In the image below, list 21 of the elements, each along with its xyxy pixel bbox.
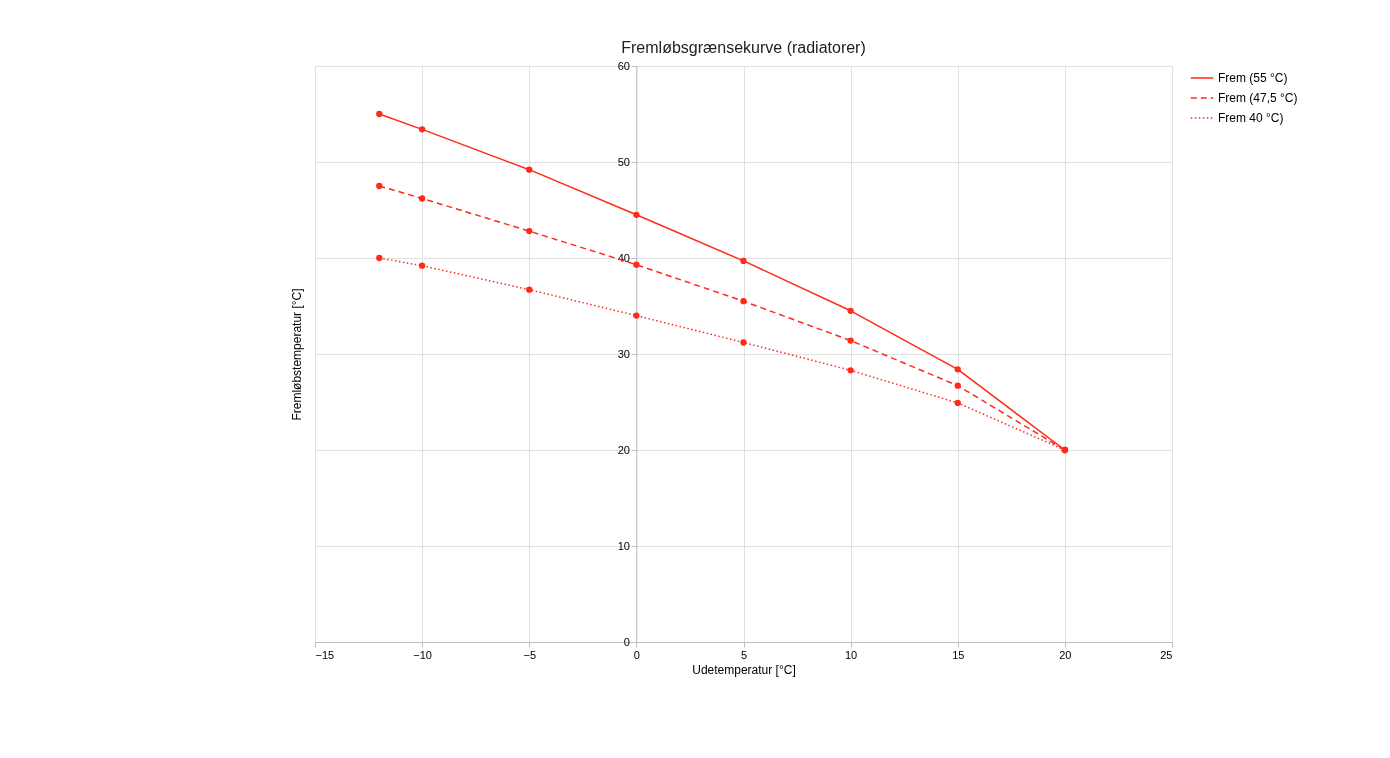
x-tick-label: 20 [1059,648,1072,661]
legend-label: Frem (47,5 °C) [1218,91,1298,105]
y-tick-label: 0 [623,635,630,648]
x-tick-label: −10 [413,648,432,661]
x-axis-title: Udetemperatur [°C] [692,662,796,677]
legend-label: Frem (55 °C) [1218,71,1288,85]
legend-label: Frem 40 °C) [1218,111,1284,125]
y-tick-label: 10 [617,539,630,552]
x-tick-label: −5 [523,648,537,661]
chart-title: Fremløbsgrænsekurve (radiatorer) [621,39,866,56]
x-tick-label: 10 [845,648,858,661]
y-tick-label: 30 [617,347,630,360]
x-tick-label: 25 [1160,648,1173,661]
x-tick-label: 15 [952,648,965,661]
y-tick-label: 60 [617,59,630,72]
x-tick-label: 0 [633,648,640,661]
y-tick-label: 50 [617,155,630,168]
x-tick-label: −15 [315,648,335,661]
y-tick-label: 20 [617,443,630,456]
y-axis-title: Fremløbstemperatur [°C] [289,288,304,421]
x-tick-label: 5 [740,648,748,661]
